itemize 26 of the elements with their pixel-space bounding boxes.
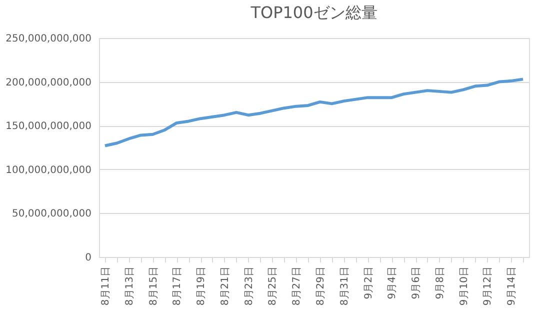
y-tick-label: 150,000,000,000 bbox=[6, 121, 92, 132]
x-tick-label: 8月21日 bbox=[220, 266, 231, 306]
x-tick-label: 9月4日 bbox=[387, 266, 398, 300]
y-tick-label: 50,000,000,000 bbox=[12, 208, 92, 220]
x-tick-label: 8月13日 bbox=[124, 266, 136, 306]
line-series bbox=[103, 78, 525, 148]
x-tick-label: 9月6日 bbox=[411, 266, 422, 300]
y-tick-label: 0 bbox=[85, 252, 92, 264]
x-tick-label: 9月12日 bbox=[482, 266, 494, 306]
x-tick-label: 9月14日 bbox=[506, 266, 518, 306]
y-tick-label: 100,000,000,000 bbox=[6, 164, 92, 176]
x-tick-label: 9月10日 bbox=[458, 266, 470, 306]
x-tick-label: 8月31日 bbox=[339, 266, 350, 306]
x-tick-label: 8月25日 bbox=[268, 266, 279, 306]
y-tick-label: 250,000,000,000 bbox=[6, 34, 92, 44]
x-tick-label: 8月29日 bbox=[315, 266, 326, 306]
x-tick-label: 8月15日 bbox=[148, 266, 160, 306]
x-tick-label: 8月27日 bbox=[292, 266, 303, 306]
x-tick-label: 8月23日 bbox=[244, 266, 255, 306]
y-tick-label: 200,000,000,000 bbox=[6, 77, 92, 88]
x-tick-label: 8月17日 bbox=[172, 266, 184, 306]
x-tick-label: 9月2日 bbox=[363, 266, 374, 300]
x-tick-label: 8月19日 bbox=[196, 266, 208, 306]
x-tick-label: 8月11日 bbox=[100, 266, 112, 306]
x-tick-label: 9月8日 bbox=[434, 266, 446, 300]
chart-title: TOP100ゼン総量 bbox=[250, 3, 378, 22]
